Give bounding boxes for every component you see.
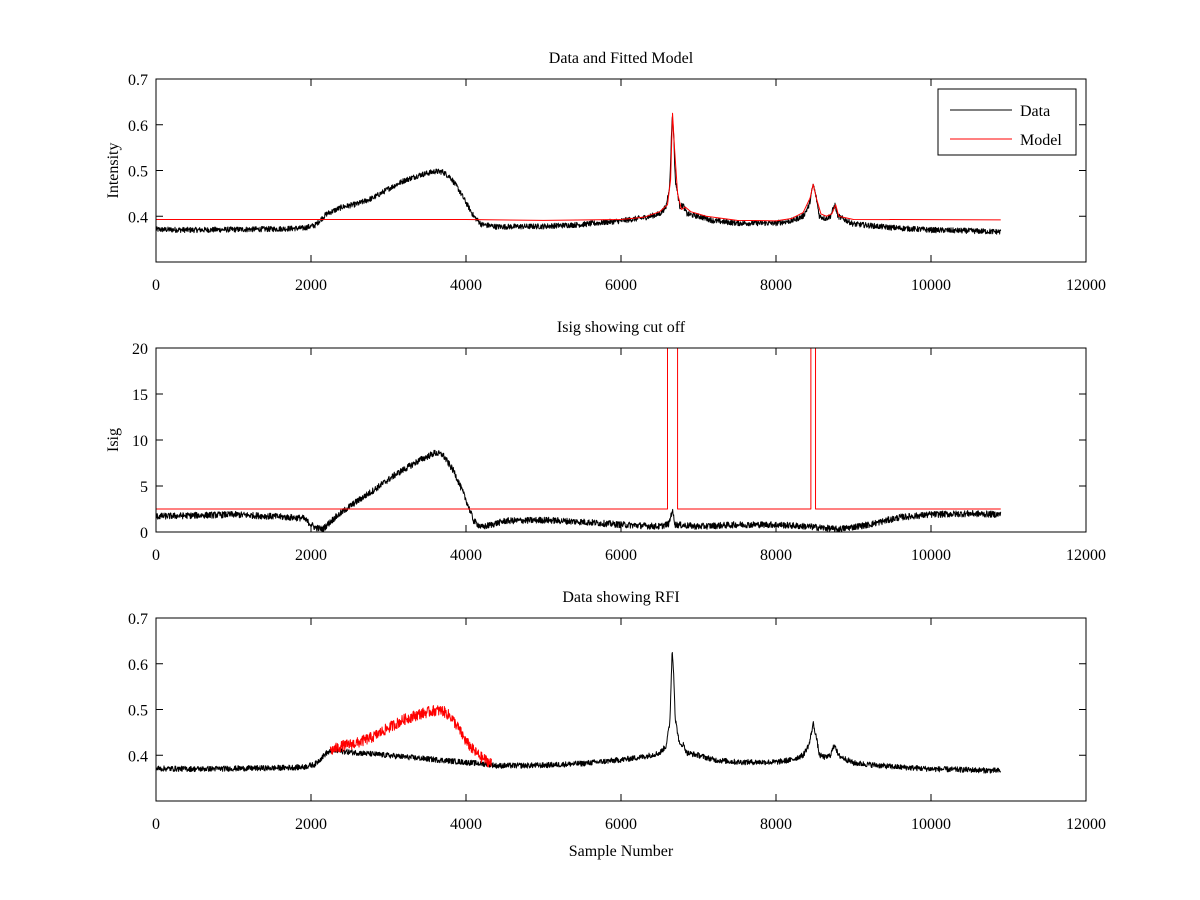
axes-box	[155, 617, 1087, 802]
x-tick-label: 12000	[1066, 547, 1106, 564]
x-tick-label: 10000	[911, 816, 951, 833]
y-axis-label: Isig	[105, 428, 122, 452]
y-tick-label: 0	[140, 525, 148, 542]
x-tick-label: 0	[152, 277, 160, 294]
x-tick-label: 8000	[760, 277, 792, 294]
x-tick-label: 4000	[450, 277, 482, 294]
series-2-line	[156, 348, 1001, 510]
legend: Data Model	[937, 88, 1077, 156]
x-axis-label: Sample Number	[569, 843, 674, 860]
x-tick-label: 0	[152, 547, 160, 564]
x-tick-label: 6000	[605, 816, 637, 833]
x-tick-label: 6000	[605, 547, 637, 564]
series-2-line	[329, 705, 492, 768]
plot-area	[156, 348, 1002, 532]
x-tick-label: 10000	[911, 277, 951, 294]
y-tick-label: 0.4	[128, 748, 148, 765]
x-tick-label: 2000	[295, 547, 327, 564]
plot-area	[156, 112, 1002, 235]
subplot-3: 0 2000 4000 6000 8000 10000 12000 0.4 0.5 0.6 0.7 D…	[128, 589, 1106, 860]
x-tick-label: 4000	[450, 547, 482, 564]
y-tick-label: 0.6	[128, 657, 148, 674]
chart-title: Data and Fitted Model	[549, 50, 694, 67]
y-tick-label: 0.5	[128, 164, 148, 181]
y-tick-label: 5	[140, 479, 148, 496]
y-tick-label: 0.7	[128, 72, 148, 89]
legend-entry: Data	[1020, 103, 1050, 120]
chart-title: Isig showing cut off	[557, 319, 686, 336]
subplot-2: 0 2000 4000 6000 8000 10000 12000 0 5 10 15 20 Isig …	[105, 319, 1106, 564]
y-tick-label: 0.5	[128, 703, 148, 720]
axes-box	[155, 347, 1087, 533]
x-tick-label: 2000	[295, 277, 327, 294]
y-tick-label: 15	[132, 387, 148, 404]
chart-title: Data showing RFI	[562, 589, 679, 606]
y-tick-label: 0.6	[128, 118, 148, 135]
model-line	[156, 112, 1001, 222]
data-line	[156, 116, 1002, 235]
y-axis-label: Intensity	[105, 143, 122, 199]
x-tick-label: 8000	[760, 816, 792, 833]
y-tick-label: 0.7	[128, 611, 148, 628]
x-tick-label: 0	[152, 816, 160, 833]
x-tick-label: 8000	[760, 547, 792, 564]
x-tick-label: 6000	[605, 277, 637, 294]
series-1-line	[156, 449, 1002, 532]
y-tick-label: 20	[132, 341, 148, 358]
x-tick-label: 12000	[1066, 277, 1106, 294]
legend-box	[937, 88, 1077, 156]
plot-area	[156, 651, 1002, 774]
x-tick-label: 2000	[295, 816, 327, 833]
x-tick-label: 10000	[911, 547, 951, 564]
x-tick-label: 12000	[1066, 816, 1106, 833]
legend-entry: Model	[1020, 132, 1062, 149]
y-tick-label: 10	[132, 433, 148, 450]
x-tick-label: 4000	[450, 816, 482, 833]
series-1-line	[156, 651, 1002, 774]
subplot-1: 0 2000 4000 6000 8000 10000 12000 0.4 0.5 0.6 0.7 D…	[105, 50, 1106, 294]
y-tick-label: 0.4	[128, 209, 148, 226]
